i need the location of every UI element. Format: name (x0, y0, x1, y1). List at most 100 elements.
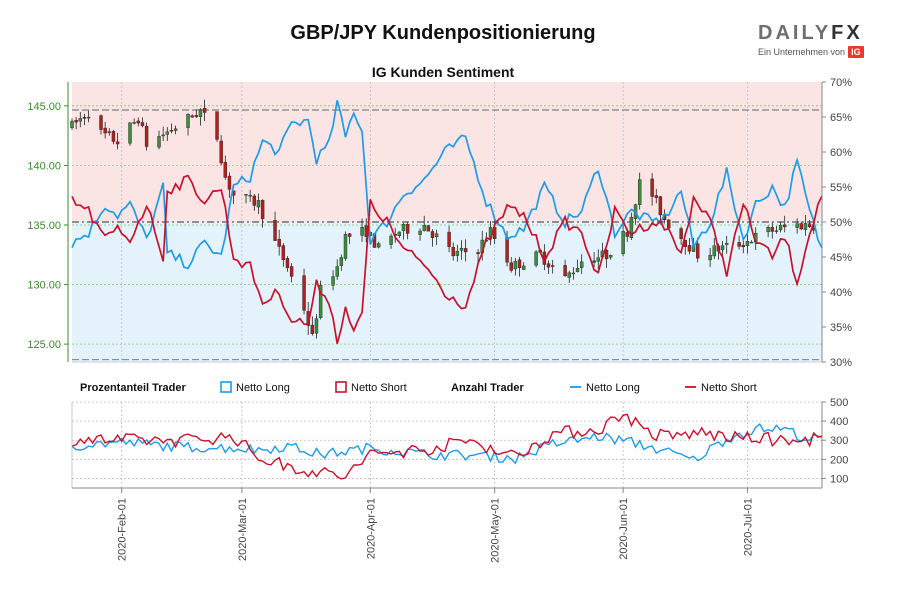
long-zone (72, 222, 822, 362)
candle-body (513, 260, 518, 270)
candle-body (783, 224, 787, 228)
count-tick-label: 400 (830, 416, 848, 428)
candle-body (629, 216, 634, 239)
candle-body (447, 231, 451, 247)
candle-body (82, 117, 87, 119)
candle-body (563, 265, 567, 277)
candle-body (592, 260, 596, 263)
main-panel-grid (72, 82, 822, 362)
main-panel-background (72, 82, 822, 362)
candle-body (194, 115, 199, 117)
pct-tick-label: 55% (830, 182, 852, 194)
candle-body (637, 179, 642, 205)
candle-body (318, 284, 323, 318)
candle-body (546, 263, 551, 268)
candle-body (708, 254, 712, 261)
candle-body (517, 259, 522, 269)
candle-body (604, 249, 609, 260)
candle-body (509, 262, 513, 271)
candle-body (169, 130, 174, 132)
logo-wordmark: DAILYFX (758, 22, 870, 44)
candle-body (658, 196, 663, 216)
legend-group-count: Anzahl Trader (451, 382, 524, 394)
pct-tick-label: 60% (830, 147, 852, 159)
candle-body (778, 224, 783, 231)
candle-body (186, 114, 190, 128)
candle-body (687, 245, 692, 252)
candle-body (534, 251, 538, 266)
price-candles (70, 99, 816, 339)
candle-body (165, 131, 170, 135)
candle-body (679, 228, 683, 239)
candle-body (273, 220, 277, 241)
candle-body (737, 242, 741, 247)
candle-body (741, 244, 745, 248)
candle-body (281, 245, 286, 260)
candle-body (219, 140, 223, 164)
candle-body (335, 266, 339, 277)
candle-body (215, 111, 219, 140)
candle-body (724, 242, 729, 245)
candle-body (654, 195, 658, 198)
candle-body (521, 265, 526, 270)
candle-body (621, 231, 625, 254)
candle-body (476, 252, 480, 255)
date-tick-label: 2020-May-01 (490, 498, 502, 563)
count-tick-label: 100 (830, 473, 848, 485)
legend-net-long-percent: Netto Long (236, 382, 290, 394)
candle-body (360, 226, 364, 236)
candle-body (256, 200, 261, 208)
logo-word-daily: DAILY (758, 22, 832, 44)
candle-body (111, 131, 116, 142)
candle-body (70, 120, 74, 129)
candle-body (418, 230, 422, 235)
chart-title: GBP/JPY Kundenpositionierung (290, 22, 596, 44)
candle-body (343, 234, 348, 259)
legend-net-short-percent: Netto Short (351, 382, 407, 394)
ig-badge: IG (848, 46, 864, 58)
logo-word-fx: FX (831, 22, 863, 44)
net-long-count-line (71, 423, 823, 465)
candle-body (248, 194, 252, 197)
dailyfx-logo[interactable]: DAILYFX Ein Unternehmen von IG (758, 22, 870, 58)
count-tick-label: 300 (830, 435, 848, 447)
candle-body (115, 141, 120, 145)
candle-body (289, 266, 294, 277)
candle-body (571, 272, 576, 275)
candle-body (451, 247, 455, 257)
logo-tagline-text: Ein Unternehmen von (758, 47, 846, 57)
legend-box-long (220, 381, 232, 393)
chart-subtitle: IG Kunden Sentiment (371, 64, 515, 80)
count-tick-label: 200 (830, 454, 848, 466)
candle-body (202, 107, 207, 113)
price-tick-label: 125.00 (27, 339, 61, 351)
candle-body (401, 224, 406, 232)
count-lines (71, 413, 823, 480)
candle-body (803, 223, 808, 230)
candle-body (99, 115, 103, 130)
pct-tick-label: 30% (830, 357, 852, 369)
candle-body (807, 223, 812, 227)
short-zone (72, 82, 822, 222)
candle-body (695, 243, 700, 259)
candle-body (103, 127, 107, 134)
candle-body (161, 134, 165, 137)
pct-tick-label: 50% (830, 217, 852, 229)
candle-body (666, 219, 671, 229)
candle-body (712, 245, 716, 257)
candle-body (422, 225, 426, 231)
date-tick-label: 2020-Jun-01 (618, 498, 630, 560)
candle-body (434, 233, 439, 237)
candle-body (339, 257, 344, 266)
pct-tick-label: 70% (830, 77, 852, 89)
candle-body (389, 235, 393, 245)
legend: Prozentanteil Trader Netto Long Netto Sh… (80, 381, 757, 394)
candle-body (745, 241, 750, 246)
sentiment-lines (71, 100, 823, 344)
candle-body (596, 257, 600, 262)
candle-body (579, 261, 584, 268)
candle-body (608, 255, 613, 258)
candle-body (285, 258, 290, 269)
candle-body (314, 318, 319, 334)
candle-body (140, 122, 145, 126)
